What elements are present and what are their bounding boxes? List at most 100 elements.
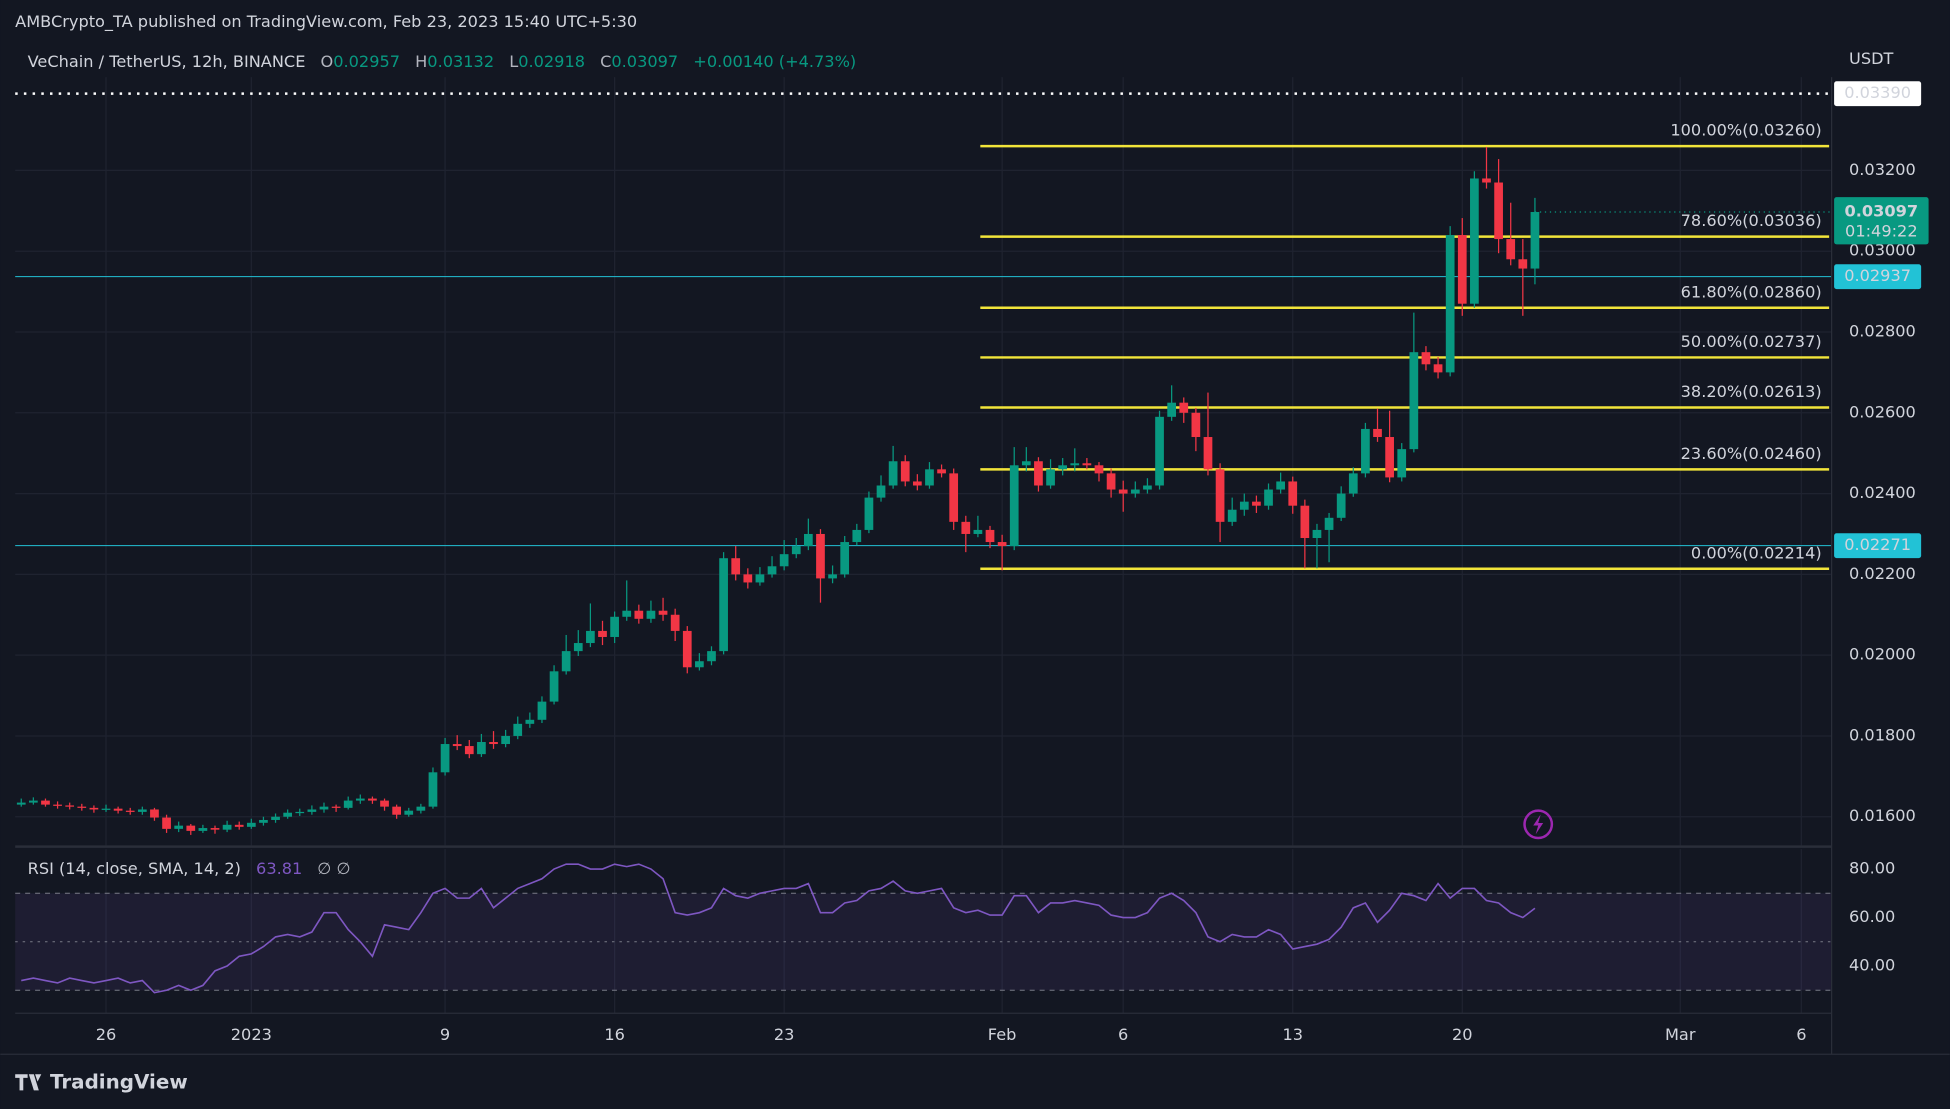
candle-body <box>1239 501 1249 510</box>
alert-bolt <box>1533 814 1544 835</box>
level-tag-label: 0.02937 <box>1844 266 1911 285</box>
candle-body <box>876 485 886 498</box>
candle-body <box>1252 501 1261 506</box>
candle-body <box>961 521 971 534</box>
candle-body <box>1300 505 1310 539</box>
candle-body <box>1264 489 1273 506</box>
low-label: L <box>509 52 518 71</box>
candle-body <box>1518 259 1528 269</box>
fib-label: 23.60%(0.02460) <box>1681 444 1822 463</box>
candle-body <box>1288 481 1298 506</box>
candle-body <box>1106 473 1116 490</box>
currency: USDT <box>1849 49 1894 68</box>
candle-body <box>65 805 75 807</box>
y-tick-label: 0.01600 <box>1849 806 1916 825</box>
y-tick-label: 0.03200 <box>1849 160 1916 179</box>
candle-body <box>1058 465 1068 470</box>
candle-body <box>210 828 220 830</box>
level-tag <box>1834 533 1922 559</box>
candle-body <box>1227 509 1237 522</box>
logo-text: TradingView <box>50 1070 188 1093</box>
candle-body <box>1433 364 1443 373</box>
candle-body <box>440 744 450 773</box>
x-tick-label: 13 <box>1282 1025 1303 1044</box>
alert-icon[interactable] <box>1523 809 1554 840</box>
fib-label: 0.00%(0.02214) <box>1691 543 1822 562</box>
candle-body <box>997 542 1007 547</box>
candle-body <box>973 529 983 534</box>
high-label: H <box>415 52 427 71</box>
alert-circle <box>1523 809 1554 840</box>
candle-body <box>658 610 668 615</box>
candle-body <box>392 806 402 815</box>
x-tick-label: 23 <box>774 1025 795 1044</box>
candle-body <box>1530 212 1540 269</box>
candle-body <box>937 469 946 474</box>
candle-body <box>1082 463 1092 466</box>
candle-body <box>598 630 607 637</box>
candle-body <box>174 825 184 829</box>
candle-body <box>283 812 293 817</box>
publisher: AMBCrypto_TA published on TradingView.co… <box>15 12 637 32</box>
candle-body <box>319 806 329 810</box>
candle-body <box>246 822 256 827</box>
candle-body <box>767 566 777 575</box>
candle-body <box>137 809 147 812</box>
candle-body <box>707 651 716 662</box>
candle-body <box>646 610 656 619</box>
candle-body <box>1130 489 1140 494</box>
candle-body <box>1494 182 1503 240</box>
candle-body <box>1021 461 1031 466</box>
candle-body <box>186 825 196 831</box>
candle-body <box>295 811 305 814</box>
grid-layer <box>15 77 1832 1014</box>
candle-body <box>125 810 135 812</box>
candle-body <box>1215 469 1225 522</box>
y-tick-label: 0.02600 <box>1849 402 1916 421</box>
candle-body <box>101 808 111 810</box>
candle-body <box>1034 461 1043 486</box>
open-label: O <box>321 52 334 71</box>
candle-body <box>912 481 922 486</box>
rsi-extra: ∅ ∅ <box>317 859 350 878</box>
candle-body <box>513 723 523 736</box>
close-label: C <box>600 52 611 71</box>
fib-label: 78.60%(0.03036) <box>1681 211 1822 230</box>
x-tick-label: 16 <box>604 1025 625 1044</box>
candle-body <box>380 800 389 807</box>
rsi-tick-label: 40.00 <box>1849 955 1895 974</box>
candle-body <box>1046 469 1055 486</box>
low-value: 0.02918 <box>518 52 585 71</box>
candle-body <box>1276 481 1285 490</box>
candle-body <box>622 610 632 617</box>
candle-body <box>404 810 414 815</box>
rsi-band-fill <box>15 893 1832 991</box>
candle-body <box>53 804 62 806</box>
x-tick-label: 9 <box>440 1025 450 1044</box>
candle-body <box>307 809 317 812</box>
high-tag-label: 0.03390 <box>1844 83 1911 102</box>
candle-body <box>1445 235 1455 373</box>
candle-body <box>682 630 692 668</box>
candle-body <box>1324 517 1334 530</box>
price-tag-label: 0.03097 <box>1845 202 1919 221</box>
fib-label: 50.00%(0.02737) <box>1681 332 1822 351</box>
high-tag <box>1834 81 1922 107</box>
level-tag-label: 0.02271 <box>1844 535 1911 554</box>
candle-body <box>731 558 741 575</box>
rsi-tick-label: 80.00 <box>1849 859 1895 878</box>
change: +0.00140 (+4.73%) <box>693 52 856 71</box>
candle-body <box>222 824 232 830</box>
candle-body <box>610 616 619 637</box>
footer-logo[interactable]: TradingView <box>15 1070 188 1093</box>
fib-label: 61.80%(0.02860) <box>1681 282 1822 301</box>
candle-body <box>634 610 644 619</box>
candle-body <box>828 574 837 579</box>
price-tag <box>1834 197 1929 245</box>
y-tick-label: 0.03000 <box>1849 241 1916 260</box>
candle-body <box>949 473 959 522</box>
candle-body <box>1094 465 1104 474</box>
rsi-tick-label: 60.00 <box>1849 907 1895 926</box>
candle-body <box>695 661 704 668</box>
